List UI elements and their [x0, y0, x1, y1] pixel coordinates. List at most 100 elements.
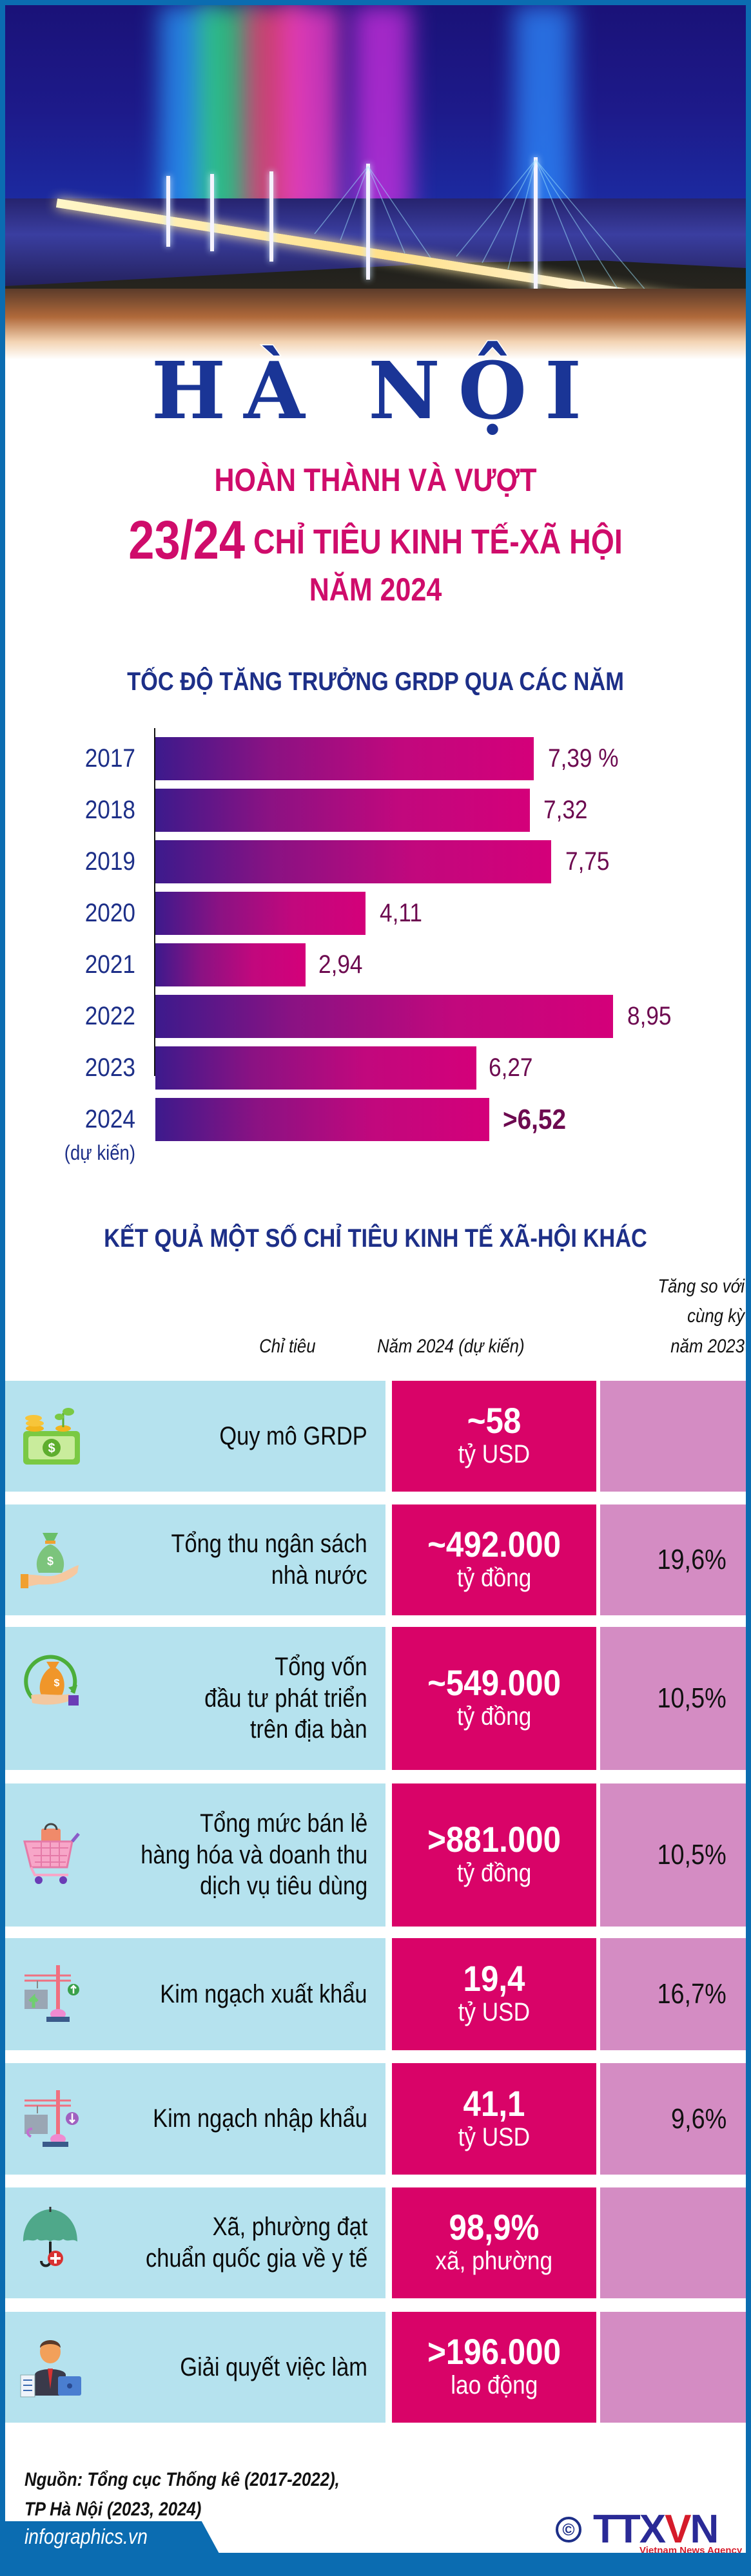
value-cell: 19,4 tỷ USD — [392, 1938, 596, 2050]
shopping-cart-icon — [23, 1823, 80, 1884]
indicator-cell: Kim ngạch nhập khẩu — [5, 2063, 385, 2175]
label-line: Tổng vốn — [275, 1652, 367, 1681]
value-unit: tỷ đồng — [456, 1859, 532, 1887]
value-unit: lao động — [450, 2371, 538, 2399]
label-line: Kim ngạch nhập khẩu — [153, 2104, 367, 2133]
value-unit: tỷ USD — [458, 2122, 531, 2151]
indicator-label: Tổng vốn đầu tư phát triển trên địa bàn — [204, 1627, 367, 1770]
footer-band — [0, 2553, 751, 2576]
value-number: >196.000 — [427, 2331, 561, 2372]
bar-value: >6,52 — [503, 1104, 566, 1135]
bridge-pylon — [534, 157, 538, 305]
value-number: ~549.000 — [427, 1662, 561, 1703]
value-cell: ~58 tỷ USD — [392, 1381, 596, 1492]
indicator-cell: Kim ngạch xuất khẩu — [5, 1938, 385, 2050]
headline-line-2-text: CHỈ TIÊU KINH TẾ-XÃ HỘI — [253, 523, 623, 561]
city-skyline — [5, 289, 746, 360]
indicator-label: Kim ngạch xuất khẩu — [161, 1938, 367, 2050]
label-line: hàng hóa và doanh thu — [141, 1840, 367, 1869]
chart-axis — [154, 728, 155, 1076]
value-cell: 98,9% xã, phường — [392, 2187, 596, 2298]
svg-text:$: $ — [54, 1678, 60, 1689]
indicator-cell: $ Tổng vốn đầu tư phát triển trên địa bà… — [5, 1627, 385, 1770]
value-unit: tỷ USD — [458, 1998, 531, 2026]
value-number: ~58 — [467, 1400, 522, 1441]
label-line: Xã, phường đạt — [212, 2213, 367, 2242]
change-value: 10,5% — [657, 1682, 727, 1714]
svg-text:$: $ — [48, 1441, 55, 1456]
change-value: 16,7% — [657, 1978, 727, 2010]
change-cell — [600, 2187, 746, 2298]
bar-year: 2019 — [84, 847, 135, 876]
table-row-budget-revenue: $ Tổng thu ngân sách nhà nước ~492.000 t… — [5, 1504, 746, 1615]
logo-text: N — [690, 2507, 719, 2552]
value-cell: ~492.000 tỷ đồng — [392, 1504, 596, 1615]
indicator-cell: Giải quyết việc làm — [5, 2312, 385, 2423]
value-cell: >881.000 tỷ đồng — [392, 1783, 596, 1927]
value-unit: tỷ đồng — [456, 1564, 532, 1592]
bar-year: 2024 — [84, 1105, 135, 1133]
bar-row-2024: 2024 >6,52 — [0, 1098, 751, 1141]
bar-row-2017: 2017 7,39 % — [0, 737, 751, 780]
label-line: đầu tư phát triển — [204, 1684, 367, 1713]
table-row-retail: Tổng mức bán lẻ hàng hóa và doanh thu dị… — [5, 1783, 746, 1927]
money-bag-hand-icon: $ — [21, 1533, 79, 1588]
bar-row-2022: 2022 8,95 — [0, 995, 751, 1038]
bar-value: 8,95 — [627, 1002, 672, 1030]
label-line: Kim ngạch xuất khẩu — [160, 1979, 367, 2008]
bar-year: 2023 — [84, 1053, 135, 1082]
headline-line-1: HOÀN THÀNH VÀ VƯỢT — [214, 462, 537, 498]
bar-year: 2020 — [84, 899, 135, 927]
bar — [155, 1046, 476, 1090]
bar-value: 7,39 % — [548, 744, 619, 773]
value-number: ~492.000 — [427, 1524, 561, 1564]
forecast-note: (dự kiến) — [64, 1141, 135, 1164]
value-unit: xã, phường — [435, 2247, 553, 2275]
value-number: 98,9% — [449, 2207, 540, 2247]
col-header-indicator: Chỉ tiêu — [259, 1336, 316, 1357]
bar-year: 2022 — [84, 1002, 135, 1030]
website-link[interactable]: infographics.vn — [24, 2524, 148, 2548]
change-cell: 16,7% — [600, 1938, 746, 2050]
change-value: 10,5% — [657, 1839, 727, 1870]
change-value: 9,6% — [670, 2102, 727, 2135]
growth-chart-title: TỐC ĐỘ TĂNG TRƯỞNG GRDP QUA CÁC NĂM — [127, 668, 624, 696]
label-line: trên địa bàn — [250, 1715, 367, 1744]
value-cell: >196.000 lao động — [392, 2312, 596, 2423]
col-header-change-2: cùng kỳ — [687, 1305, 745, 1327]
investment-cycle-icon: $ — [24, 1655, 79, 1706]
bridge-pylon — [366, 164, 370, 280]
col-header-value: Năm 2024 (dự kiến) — [377, 1336, 525, 1357]
table-row-health-standard: Xã, phường đạt chuẩn quốc gia về y tế 98… — [5, 2187, 746, 2298]
bridge-cables — [314, 159, 650, 296]
source-line-1: Nguồn: Tổng cục Thống kê (2017-2022), — [24, 2469, 340, 2490]
bar-year: 2017 — [84, 744, 135, 773]
indicator-cell: Tổng mức bán lẻ hàng hóa và doanh thu dị… — [5, 1783, 385, 1927]
health-umbrella-icon — [23, 2207, 77, 2267]
indicator-cell: $ Quy mô GRDP — [5, 1381, 385, 1492]
bar-year: 2018 — [84, 796, 135, 824]
headline-big-number: 23/24 — [128, 510, 246, 570]
logo-wordmark: TTXVN — [593, 2507, 719, 2552]
indicator-label: Xã, phường đạt chuẩn quốc gia về y tế — [146, 2187, 367, 2298]
change-cell — [600, 2312, 746, 2423]
indicator-label: Tổng thu ngân sách nhà nước — [171, 1504, 367, 1615]
headline-line-3: NĂM 2024 — [309, 572, 442, 608]
value-number: 41,1 — [463, 2082, 525, 2124]
bar-row-2021: 2021 2,94 — [0, 943, 751, 986]
copyright-icon: © — [556, 2517, 581, 2542]
bridge-pylon — [210, 174, 214, 251]
footer-tab — [0, 2521, 219, 2553]
bar-value: 2,94 — [318, 950, 363, 979]
change-cell: 10,5% — [600, 1783, 746, 1927]
light-beam — [353, 5, 411, 218]
bar-row-2018: 2018 7,32 — [0, 789, 751, 832]
money-plant-icon: $ — [23, 1408, 80, 1465]
value-unit: tỷ đồng — [456, 1702, 532, 1731]
bar — [155, 789, 530, 832]
light-beam — [282, 5, 340, 218]
indicator-cell: $ Tổng thu ngân sách nhà nước — [5, 1504, 385, 1615]
change-cell: 9,6% — [600, 2063, 746, 2175]
change-cell: 10,5% — [600, 1627, 746, 1770]
